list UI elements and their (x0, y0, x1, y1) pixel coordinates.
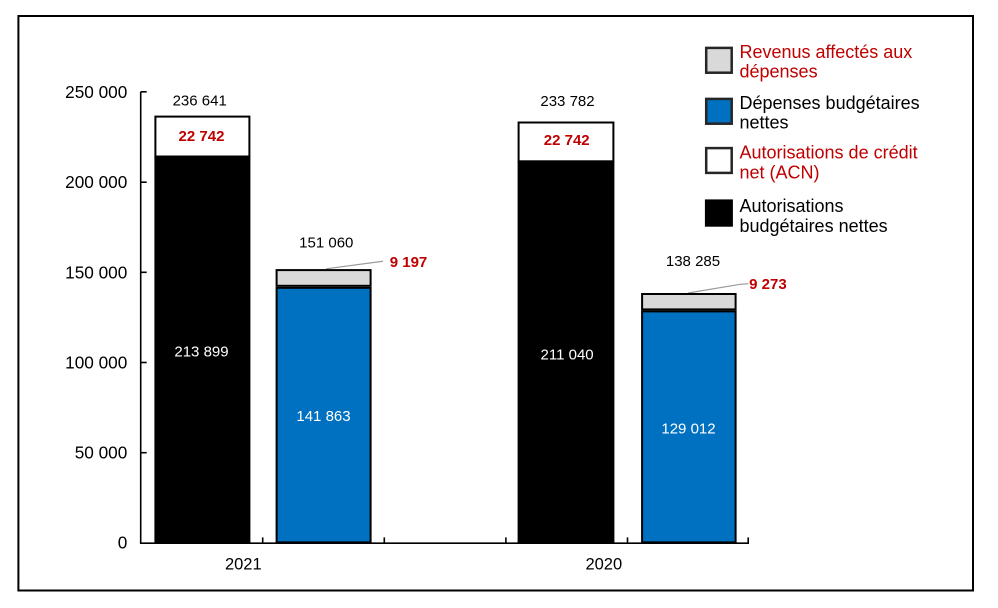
svg-text:141 863: 141 863 (296, 408, 350, 425)
svg-text:Autorisations de crédit: Autorisations de crédit (740, 143, 918, 163)
svg-text:151 060: 151 060 (299, 235, 353, 252)
svg-text:250 000: 250 000 (65, 82, 127, 102)
svg-text:Autorisations: Autorisations (740, 196, 844, 216)
svg-text:Dépenses budgétaires: Dépenses budgétaires (740, 93, 920, 113)
svg-text:233 782: 233 782 (540, 93, 594, 110)
svg-text:236 641: 236 641 (173, 92, 227, 109)
svg-text:2021: 2021 (225, 555, 262, 573)
svg-text:nettes: nettes (740, 113, 789, 133)
svg-text:22 742: 22 742 (544, 132, 590, 149)
svg-text:150 000: 150 000 (65, 262, 127, 282)
svg-text:211 040: 211 040 (541, 346, 594, 363)
svg-text:net (ACN): net (ACN) (740, 162, 820, 182)
svg-text:dépenses: dépenses (740, 62, 818, 82)
svg-text:100 000: 100 000 (65, 353, 127, 373)
svg-text:0: 0 (118, 533, 128, 553)
svg-text:Revenus affectés aux: Revenus affectés aux (740, 42, 913, 62)
svg-text:200 000: 200 000 (65, 172, 127, 192)
svg-text:138 285: 138 285 (666, 253, 720, 270)
svg-text:2020: 2020 (585, 555, 622, 573)
svg-text:budgétaires nettes: budgétaires nettes (740, 216, 888, 236)
svg-text:50 000: 50 000 (75, 443, 128, 463)
svg-text:129 012: 129 012 (661, 421, 715, 438)
svg-text:9 273: 9 273 (749, 276, 787, 293)
svg-text:9 197: 9 197 (390, 254, 428, 271)
svg-text:213 899: 213 899 (174, 343, 228, 360)
svg-text:22 742: 22 742 (179, 128, 225, 145)
